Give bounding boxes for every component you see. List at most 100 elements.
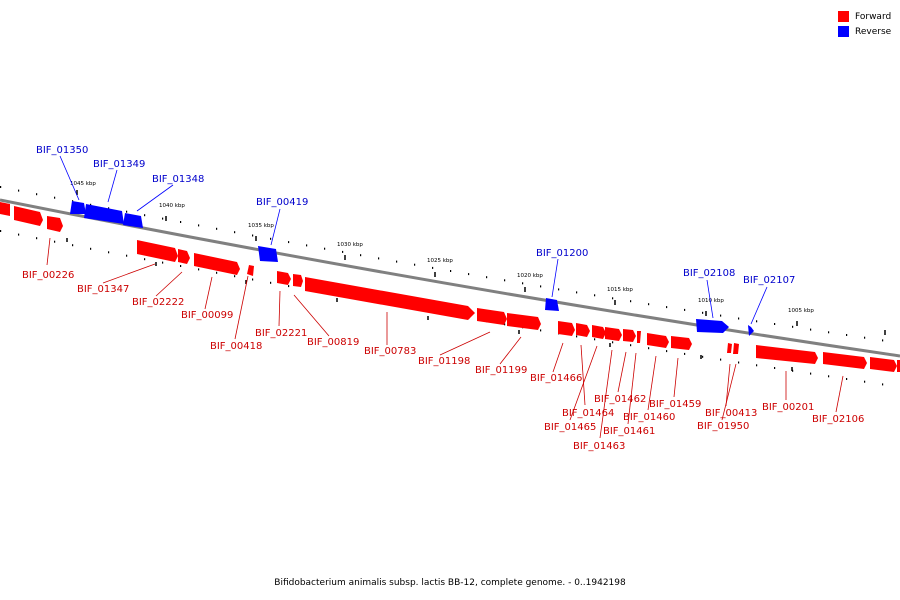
gene-label[interactable]: BIF_01460 xyxy=(623,412,675,423)
gene-label[interactable]: BIF_01464 xyxy=(562,408,614,419)
gene-arrow-reverse[interactable] xyxy=(748,325,754,336)
minor-tick xyxy=(378,257,380,260)
gene-label[interactable]: BIF_00413 xyxy=(705,408,757,419)
gene-arrow-forward[interactable] xyxy=(194,253,240,275)
gene-label[interactable]: BIF_00201 xyxy=(762,402,814,413)
gene-label[interactable]: BIF_00226 xyxy=(22,270,74,281)
minor-tick xyxy=(720,314,722,317)
minor-tick xyxy=(216,271,218,274)
minor-tick xyxy=(810,328,812,331)
gene-arrow-forward[interactable] xyxy=(637,331,641,343)
minor-tick xyxy=(54,196,56,199)
legend-label: Forward xyxy=(855,11,892,22)
minor-tick xyxy=(162,217,164,220)
gene-arrow-forward[interactable] xyxy=(293,274,303,287)
minor-tick xyxy=(198,224,200,227)
gene-arrow-forward[interactable] xyxy=(558,321,575,336)
gene-label[interactable]: BIF_00819 xyxy=(307,337,359,348)
gene-label[interactable]: BIF_01347 xyxy=(77,284,129,295)
minor-tick xyxy=(0,230,2,232)
minor-tick xyxy=(234,275,236,278)
gene-arrow-reverse[interactable] xyxy=(696,319,729,333)
gene-arrow-forward[interactable] xyxy=(137,240,178,262)
forward-swatch xyxy=(838,11,849,22)
gene-arrow-forward[interactable] xyxy=(870,357,897,372)
minor-tick xyxy=(486,276,488,279)
gene-arrow-forward[interactable] xyxy=(14,206,43,226)
kbp-label: 1010 kbp xyxy=(698,298,724,304)
legend: Forward Reverse xyxy=(838,9,891,39)
minor-tick xyxy=(882,383,884,386)
gene-arrow-forward[interactable] xyxy=(647,333,669,348)
minor-tick xyxy=(432,266,434,269)
gene-arrow-reverse[interactable] xyxy=(84,204,124,224)
minor-tick xyxy=(108,207,110,210)
minor-tick xyxy=(288,241,290,244)
gene-label[interactable]: BIF_01200 xyxy=(536,248,588,259)
gene-arrow-forward[interactable] xyxy=(733,343,739,354)
gene-arrow-forward[interactable] xyxy=(756,345,818,364)
gene-label[interactable]: BIF_01350 xyxy=(36,145,88,156)
gene-label[interactable]: BIF_01199 xyxy=(475,365,527,376)
gene-arrow-forward[interactable] xyxy=(477,308,507,325)
gene-label[interactable]: BIF_01198 xyxy=(418,356,470,367)
gene-label[interactable]: BIF_01465 xyxy=(544,422,596,433)
kbp-label: 1035 kbp xyxy=(248,223,274,229)
minor-tick xyxy=(612,341,614,344)
gene-arrow-forward[interactable] xyxy=(727,343,732,353)
minor-tick xyxy=(558,288,560,291)
minor-tick xyxy=(684,308,686,311)
gene-label[interactable]: BIF_00419 xyxy=(256,197,308,208)
minor-tick xyxy=(630,344,632,347)
gene-arrow-forward[interactable] xyxy=(576,323,590,337)
minor-tick xyxy=(468,273,470,276)
gene-arrow-forward[interactable] xyxy=(671,336,692,350)
gene-arrow-forward[interactable] xyxy=(305,277,475,320)
gene-arrow-reverse[interactable] xyxy=(545,298,559,311)
gene-arrow-forward[interactable] xyxy=(507,313,541,330)
gene-label[interactable]: BIF_01461 xyxy=(603,426,655,437)
gene-label[interactable]: BIF_00099 xyxy=(181,310,233,321)
gene-label[interactable]: BIF_02222 xyxy=(132,297,184,308)
gene-arrow-reverse[interactable] xyxy=(258,246,278,262)
gene-arrow-forward[interactable] xyxy=(0,202,10,216)
gene-label[interactable]: BIF_00783 xyxy=(364,346,416,357)
gene-arrow-forward[interactable] xyxy=(823,352,867,369)
gene-label[interactable]: BIF_02221 xyxy=(255,328,307,339)
minor-tick xyxy=(324,247,326,250)
gene-arrow-forward[interactable] xyxy=(247,265,254,276)
gene-label[interactable]: BIF_01462 xyxy=(594,394,646,405)
gene-arrow-reverse[interactable] xyxy=(123,213,143,228)
gene-arrow-forward[interactable] xyxy=(897,360,900,372)
reverse-gene-labels: BIF_01350 BIF_01349 BIF_01348 BIF_00419 … xyxy=(36,145,795,286)
gene-label[interactable]: BIF_01466 xyxy=(530,373,582,384)
legend-item-forward: Forward xyxy=(838,9,891,24)
minor-tick xyxy=(126,254,128,257)
minor-tick xyxy=(252,278,254,281)
minor-tick xyxy=(72,244,74,247)
gene-label[interactable]: BIF_01349 xyxy=(93,159,145,170)
gene-label[interactable]: BIF_02106 xyxy=(812,414,864,425)
minor-tick xyxy=(36,193,38,196)
gene-arrow-reverse[interactable] xyxy=(70,201,86,214)
minor-tick xyxy=(594,294,596,297)
gene-arrow-forward[interactable] xyxy=(178,249,190,264)
kbp-label: 1025 kbp xyxy=(427,258,453,264)
gene-arrow-forward[interactable] xyxy=(623,329,636,342)
gene-arrow-forward[interactable] xyxy=(47,216,63,232)
minor-tick xyxy=(540,329,542,332)
gene-arrow-forward[interactable] xyxy=(605,327,622,341)
gene-label[interactable]: BIF_02108 xyxy=(683,268,735,279)
minor-tick xyxy=(342,250,344,253)
minor-tick xyxy=(288,285,290,288)
gene-label[interactable]: BIF_00418 xyxy=(210,341,262,352)
gene-arrow-forward[interactable] xyxy=(592,325,606,339)
gene-label[interactable]: BIF_01459 xyxy=(649,399,701,410)
gene-label[interactable]: BIF_01950 xyxy=(697,421,749,432)
gene-label[interactable]: BIF_02107 xyxy=(743,275,795,286)
gene-label[interactable]: BIF_01348 xyxy=(152,174,204,185)
gene-arrow-forward[interactable] xyxy=(277,271,291,285)
kbp-label: 1045 kbp xyxy=(70,181,96,187)
minor-tick xyxy=(90,203,92,206)
gene-label[interactable]: BIF_01463 xyxy=(573,441,625,452)
